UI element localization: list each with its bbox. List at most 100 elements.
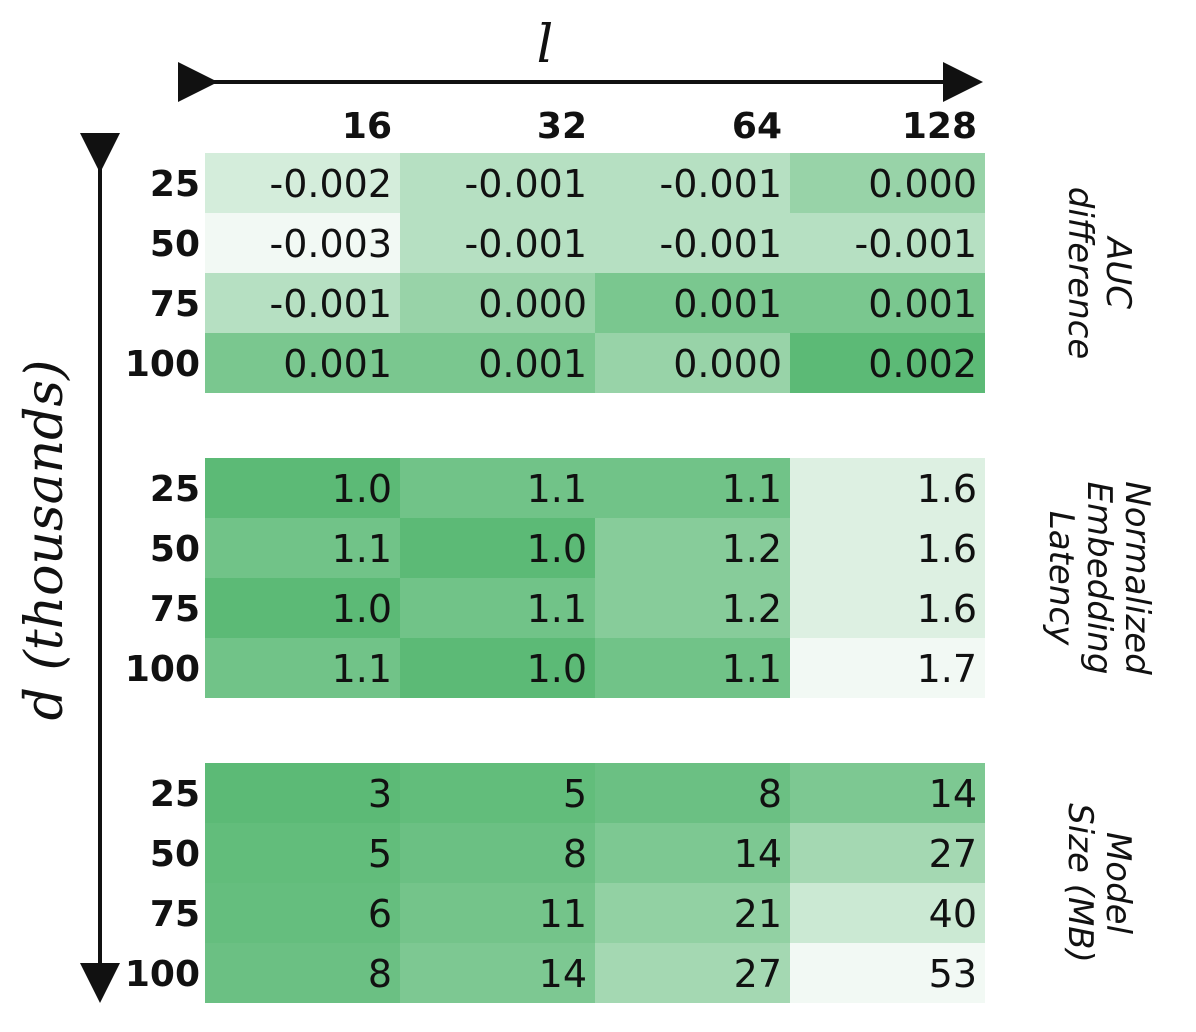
panel-label: ModelSize (MB) <box>1060 803 1138 963</box>
heatmap-cell <box>400 333 595 393</box>
cell-value: -0.001 <box>465 162 588 206</box>
cell-value: 1.1 <box>527 587 587 631</box>
x-axis-label: l <box>537 15 554 75</box>
panel-1: 25 -0.002 -0.001 -0.001 0.000 50 -0.003 -0.001 -… <box>125 153 1138 393</box>
cell-value: 0.001 <box>673 282 782 326</box>
heatmap-cell <box>400 518 595 578</box>
heatmap-cell <box>400 213 595 273</box>
row-label-100: 100 <box>125 649 200 690</box>
panel-2: 25 1.0 1.1 1.1 1.6 50 1.1 1.0 1.2 1.6 75 1.0 1.1 1.2 1… <box>125 458 1157 698</box>
cell-value: 1.0 <box>332 587 392 631</box>
cell-value: 8 <box>758 772 782 816</box>
cell-value: 1.7 <box>917 647 977 691</box>
cell-value: 1.2 <box>722 587 782 631</box>
column-header-16: 16 <box>342 106 392 147</box>
cell-value: 6 <box>368 892 392 936</box>
heatmap-cell <box>205 333 400 393</box>
heatmap-cell <box>205 273 400 333</box>
cell-value: 27 <box>734 952 782 996</box>
row-label-50: 50 <box>150 834 200 875</box>
heatmap-cell <box>400 883 595 943</box>
heatmap-cell <box>205 458 400 518</box>
heatmap-cell <box>595 458 790 518</box>
row-label-75: 75 <box>150 894 200 935</box>
heatmap-cell <box>595 883 790 943</box>
cell-value: 1.1 <box>527 467 587 511</box>
cell-value: 11 <box>539 892 587 936</box>
heatmap-cell <box>205 883 400 943</box>
heatmap-cell <box>595 578 790 638</box>
panel-3: 25 3 5 8 14 50 5 8 14 27 75 6 11 21 40 100 8 14 27 53 ModelS… <box>125 763 1138 1003</box>
heatmap-cell <box>595 518 790 578</box>
cell-value: 1.1 <box>722 647 782 691</box>
heatmap-cell <box>205 213 400 273</box>
cell-value: -0.001 <box>465 222 588 266</box>
cell-value: -0.002 <box>270 162 393 206</box>
heatmap-cell <box>790 153 985 213</box>
row-label-25: 25 <box>150 469 200 510</box>
cell-value: 1.1 <box>332 527 392 571</box>
cell-value: 1.6 <box>917 467 977 511</box>
heatmap-cell <box>790 578 985 638</box>
heatmap-cell <box>595 153 790 213</box>
row-label-75: 75 <box>150 589 200 630</box>
heatmap-cell <box>205 578 400 638</box>
heatmap-cell <box>790 273 985 333</box>
cell-value: 0.000 <box>478 282 587 326</box>
heatmap-cell <box>205 823 400 883</box>
cell-value: 1.6 <box>917 587 977 631</box>
heatmap-cell <box>400 273 595 333</box>
heatmap-cell <box>400 943 595 1003</box>
heatmap-cell <box>595 273 790 333</box>
cell-value: 14 <box>539 952 587 996</box>
heatmap-cell <box>400 823 595 883</box>
row-label-100: 100 <box>125 954 200 995</box>
cell-value: 14 <box>734 832 782 876</box>
cell-value: 1.1 <box>332 647 392 691</box>
heatmap-cell <box>205 638 400 698</box>
heatmap-cell <box>400 638 595 698</box>
row-label-25: 25 <box>150 774 200 815</box>
cell-value: 53 <box>929 952 977 996</box>
heatmap-cell <box>595 333 790 393</box>
column-header-128: 128 <box>902 106 977 147</box>
cell-value: 1.1 <box>722 467 782 511</box>
panel-label-line: difference <box>1060 187 1100 360</box>
heatmap-cell <box>790 823 985 883</box>
panel-label-line: Size (MB) <box>1060 803 1100 963</box>
heatmap-cell <box>595 823 790 883</box>
heatmap-cell <box>790 518 985 578</box>
cell-value: 5 <box>368 832 392 876</box>
cell-value: 1.0 <box>332 467 392 511</box>
row-label-25: 25 <box>150 164 200 205</box>
row-label-100: 100 <box>125 344 200 385</box>
panel-label: NormalizedEmbeddingLatency <box>1041 481 1157 675</box>
row-label-50: 50 <box>150 224 200 265</box>
cell-value: 0.002 <box>868 342 977 386</box>
row-label-50: 50 <box>150 529 200 570</box>
cell-value: 1.0 <box>527 527 587 571</box>
heatmap-cell <box>205 153 400 213</box>
panel-label-line: Latency <box>1041 511 1081 646</box>
panel-label-line: Model <box>1098 832 1138 935</box>
cell-value: 8 <box>563 832 587 876</box>
heatmap-panels: 25 -0.002 -0.001 -0.001 0.000 50 -0.003 -0.001 -… <box>125 153 1157 1003</box>
panel-label-line: Embedding <box>1079 482 1119 675</box>
heatmap-cell <box>595 943 790 1003</box>
heatmap-cell <box>790 333 985 393</box>
cell-value: 8 <box>368 952 392 996</box>
cell-value: 0.001 <box>283 342 392 386</box>
heatmap-cell <box>790 763 985 823</box>
heatmap-cell <box>205 763 400 823</box>
heatmap-cell <box>205 943 400 1003</box>
panel-label-line: Normalized <box>1117 481 1157 675</box>
cell-value: -0.001 <box>855 222 978 266</box>
heatmap-cell <box>400 578 595 638</box>
column-headers: 16 32 64 128 <box>342 106 977 147</box>
heatmap-cell <box>400 153 595 213</box>
cell-value: 0.001 <box>868 282 977 326</box>
heatmap-cell <box>400 763 595 823</box>
cell-value: 40 <box>929 892 977 936</box>
heatmap-cell <box>790 883 985 943</box>
